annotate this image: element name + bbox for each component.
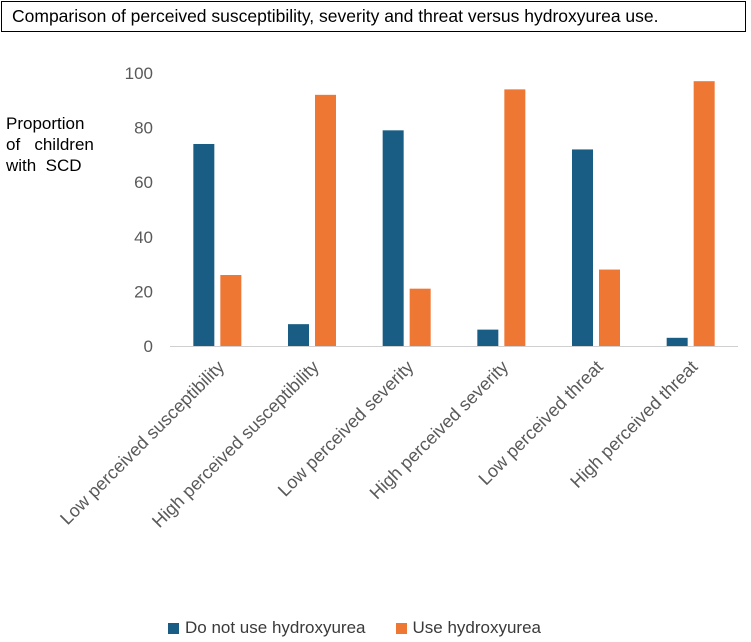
y-tick-label: 80 [134,119,153,138]
bar-use [409,288,431,346]
bar-do-not-use [382,130,404,346]
legend: Do not use hydroxyurea Use hydroxyurea [168,618,571,638]
legend-item-use: Use hydroxyurea [395,618,542,638]
bar-do-not-use [288,324,309,346]
y-tick-label: 20 [134,282,153,301]
bar-do-not-use [666,337,688,346]
bar-use [504,89,526,346]
legend-label-use: Use hydroxyurea [412,618,542,637]
y-tick-label: 60 [134,173,153,192]
bar-use [693,81,715,346]
y-axis-label: Proportion of children with SCD [6,113,116,176]
y-tick-label: 40 [134,228,153,247]
x-tick-label: Low perceived susceptibility [56,357,228,529]
bar-do-not-use [477,329,499,346]
bar-use [315,94,336,346]
legend-swatch-do-not-use [168,622,179,634]
bar-use [220,275,242,346]
x-tick-label: High perceived susceptibility [148,357,323,532]
y-tick-label: 100 [125,64,153,83]
y-axis-label-line-1: Proportion [6,114,85,133]
bar-do-not-use [193,143,215,346]
bar-use [599,269,620,346]
y-tick-label: 0 [144,337,153,356]
y-axis-label-line-3: with SCD [6,156,82,175]
legend-label-do-not-use: Do not use hydroxyurea [185,618,366,637]
bar-do-not-use [572,149,593,346]
legend-swatch-use [395,622,407,634]
legend-item-do-not-use: Do not use hydroxyurea [168,618,366,638]
chart-title: Comparison of perceived susceptibility, … [1,1,746,32]
y-axis-label-line-2: of children [6,135,94,154]
